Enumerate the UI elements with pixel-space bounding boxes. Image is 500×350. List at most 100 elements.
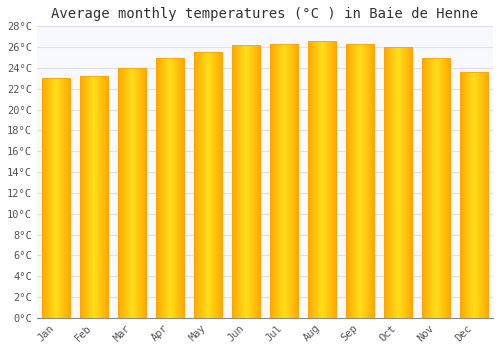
Bar [441,57,442,318]
Bar [254,45,255,318]
Bar [282,44,283,318]
Bar [469,72,470,318]
Bar [52,78,53,318]
Bar [60,78,61,318]
Bar [276,44,277,318]
Bar [248,45,249,318]
Bar [197,52,198,318]
Bar [281,44,282,318]
Bar [467,72,468,318]
Bar [390,47,391,318]
Bar [94,76,96,318]
Bar [216,52,217,318]
Bar [446,57,448,318]
Bar [479,72,480,318]
Bar [293,44,294,318]
Bar [213,52,214,318]
Bar [320,41,321,318]
Bar [201,52,202,318]
Bar [442,57,443,318]
Bar [54,78,55,318]
Bar [348,44,350,318]
Bar [96,76,98,318]
Bar [165,57,166,318]
Title: Average monthly temperatures (°C ) in Baie de Henne: Average monthly temperatures (°C ) in Ba… [52,7,478,21]
Bar [280,44,281,318]
Bar [327,41,328,318]
Bar [208,52,210,318]
Bar [194,52,222,318]
Bar [160,57,162,318]
Bar [242,45,243,318]
Bar [243,45,244,318]
Bar [244,45,245,318]
Bar [129,68,130,318]
Bar [102,76,103,318]
Bar [179,57,180,318]
Bar [50,78,51,318]
Bar [61,78,62,318]
Bar [168,57,169,318]
Bar [120,68,121,318]
Bar [460,72,488,318]
Bar [158,57,159,318]
Bar [80,76,108,318]
Bar [239,45,240,318]
Bar [355,44,356,318]
Bar [204,52,205,318]
Bar [330,41,331,318]
Bar [51,78,52,318]
Bar [238,45,239,318]
Bar [318,41,319,318]
Bar [431,57,432,318]
Bar [202,52,203,318]
Bar [319,41,320,318]
Bar [91,76,92,318]
Bar [211,52,212,318]
Bar [172,57,174,318]
Bar [142,68,144,318]
Bar [63,78,64,318]
Bar [194,52,222,318]
Bar [255,45,256,318]
Bar [279,44,280,318]
Bar [55,78,56,318]
Bar [484,72,486,318]
Bar [232,45,260,318]
Bar [391,47,392,318]
Bar [166,57,167,318]
Bar [346,44,374,318]
Bar [429,57,430,318]
Bar [464,72,465,318]
Bar [205,52,206,318]
Bar [486,72,487,318]
Bar [62,78,63,318]
Bar [401,47,402,318]
Bar [423,57,424,318]
Bar [475,72,476,318]
Bar [470,72,471,318]
Bar [449,57,450,318]
Bar [177,57,178,318]
Bar [476,72,477,318]
Bar [356,44,357,318]
Bar [207,52,208,318]
Bar [334,41,335,318]
Bar [83,76,84,318]
Bar [405,47,406,318]
Bar [312,41,314,318]
Bar [42,78,70,318]
Bar [118,68,146,318]
Bar [400,47,401,318]
Bar [294,44,296,318]
Bar [272,44,273,318]
Bar [132,68,134,318]
Bar [394,47,395,318]
Bar [487,72,488,318]
Bar [218,52,220,318]
Bar [137,68,138,318]
Bar [194,52,195,318]
Bar [182,57,184,318]
Bar [384,47,412,318]
Bar [277,44,278,318]
